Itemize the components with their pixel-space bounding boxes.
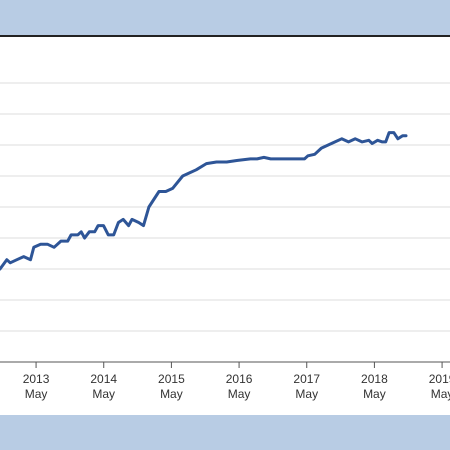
x-tick-label-year: 2016 — [226, 372, 253, 386]
x-tick-label-year: 2014 — [90, 372, 117, 386]
x-tick-label-month: May — [228, 387, 251, 401]
x-tick-label-month: May — [92, 387, 115, 401]
x-tick-label-year: 2019 — [429, 372, 450, 386]
x-tick-label-month: May — [295, 387, 318, 401]
x-tick-label-year: 2015 — [158, 372, 185, 386]
chart-panel — [0, 35, 450, 415]
x-tick-label-month: May — [25, 387, 48, 401]
x-axis-ticks: 2013May2014May2015May2016May2017May2018M… — [23, 362, 450, 401]
series-line — [0, 131, 408, 271]
x-tick-label-year: 2013 — [23, 372, 50, 386]
x-tick-label-year: 2017 — [293, 372, 320, 386]
y-gridlines — [0, 82, 450, 332]
x-tick-label-month: May — [363, 387, 386, 401]
line-chart: 2013May2014May2015May2016May2017May2018M… — [0, 82, 450, 401]
x-tick-label-year: 2018 — [361, 372, 388, 386]
x-tick-label-month: May — [160, 387, 183, 401]
series-layer — [0, 131, 408, 271]
chart-top-border — [0, 35, 450, 37]
x-tick-label-month: May — [431, 387, 450, 401]
